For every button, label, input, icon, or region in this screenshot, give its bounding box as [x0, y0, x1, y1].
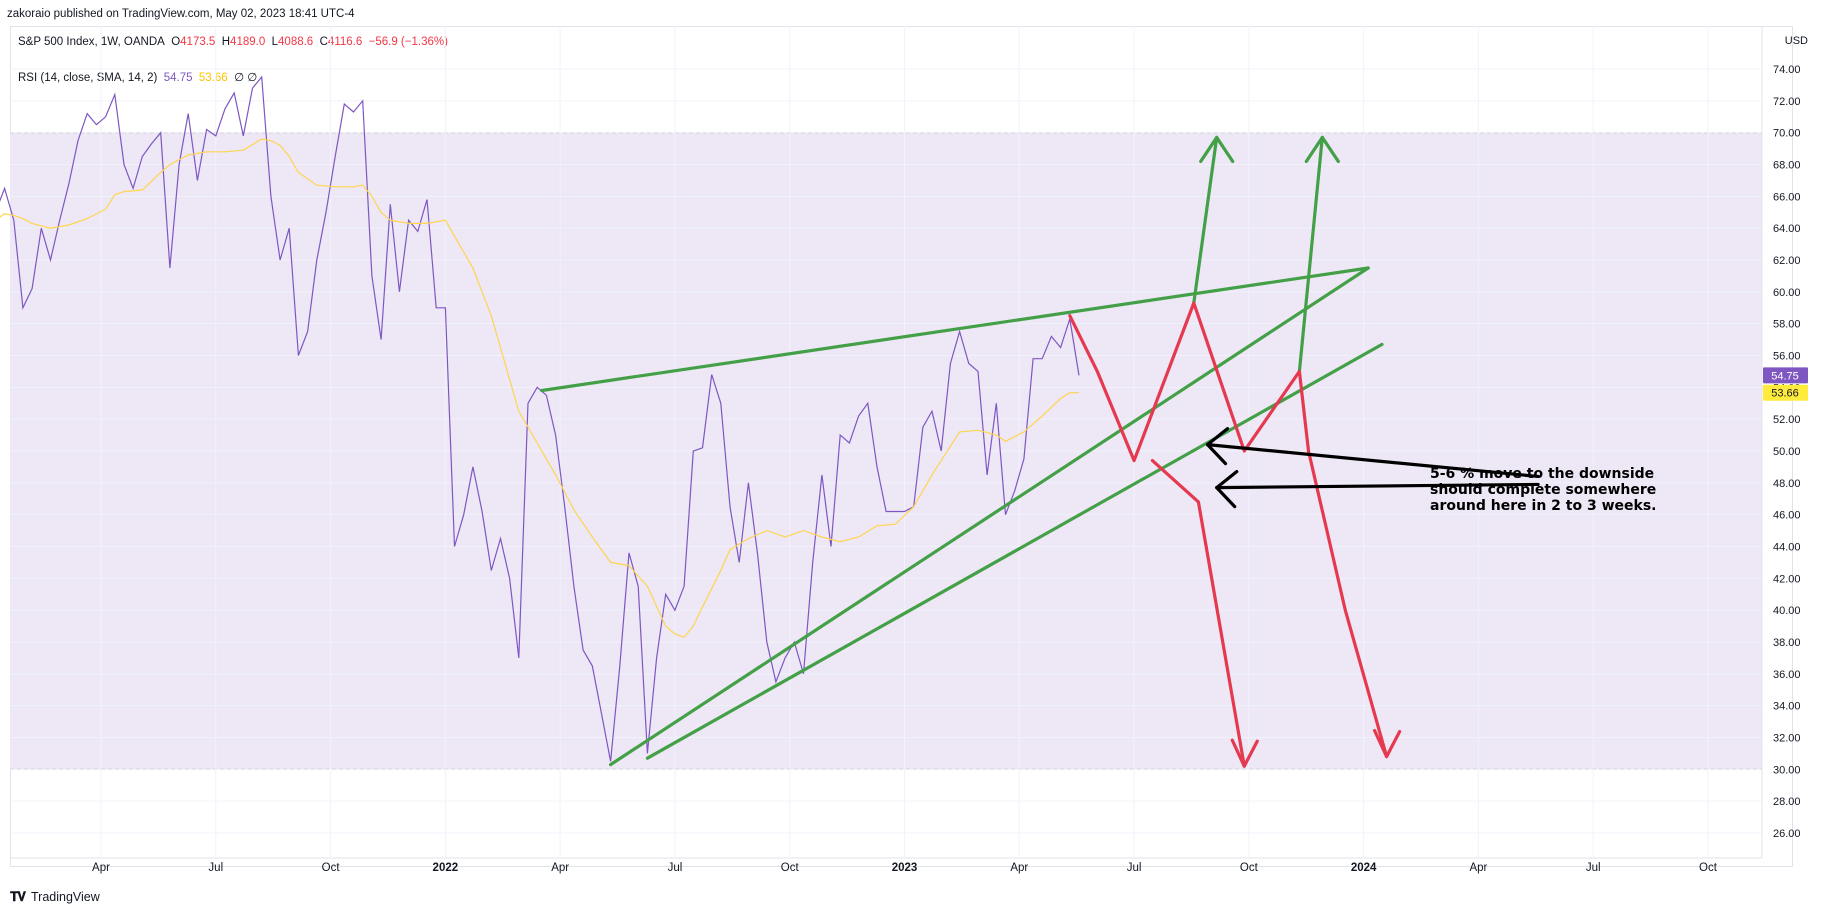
y-tick-label: 60.00 — [1773, 287, 1801, 299]
y-tick-label: 42.00 — [1773, 573, 1801, 585]
green-trendline — [609, 266, 1370, 767]
high-value: 4189.0 — [230, 36, 266, 48]
change-value: −56.9 (−1.36%) — [368, 36, 448, 48]
x-tick-label: Jul — [208, 862, 223, 874]
y-tick-label: 70.00 — [1773, 128, 1801, 140]
rsi-line — [0, 75, 1080, 762]
footer: 𝐓𝐕 TradingView — [10, 889, 100, 905]
green-trendline — [1192, 135, 1219, 305]
y-tick-label: 72.00 — [1773, 96, 1801, 108]
green-trendline — [540, 266, 1370, 393]
y-tick-label: 28.00 — [1773, 796, 1801, 808]
y-tick-label: 36.00 — [1773, 669, 1801, 681]
black-arrow — [1215, 482, 1540, 490]
annotation-line: 5-6 % move to the downside — [1430, 466, 1654, 482]
y-tick-label: 48.00 — [1773, 478, 1801, 490]
y-tick-label: 32.00 — [1773, 733, 1801, 745]
rsi-value-badge-bg — [1763, 367, 1808, 384]
close-value: 4116.6 — [327, 36, 363, 48]
x-tick-label: Jul — [668, 862, 683, 874]
x-tick-label: Oct — [322, 862, 341, 874]
close-label: C — [319, 36, 328, 48]
publisher-line: zakoraio published on TradingView.com, M… — [7, 8, 355, 20]
rsi-legend-value: 54.75 — [163, 72, 193, 84]
y-tick-label: 50.00 — [1773, 446, 1801, 458]
rsi-name[interactable]: RSI (14, close, SMA, 14, 2) — [18, 72, 158, 84]
y-tick-label: 44.00 — [1773, 542, 1801, 554]
x-tick-label: Apr — [551, 862, 569, 874]
y-tick-label: 62.00 — [1773, 255, 1801, 267]
symbol-label[interactable]: S&P 500 Index, 1W, OANDA — [18, 36, 165, 48]
red-trendline — [1068, 301, 1311, 463]
rsi-value-badge-text: 54.75 — [1771, 370, 1799, 382]
green-trendline — [1297, 135, 1324, 373]
y-tick-label: 46.00 — [1773, 510, 1801, 522]
open-label: O — [171, 36, 181, 48]
black-arrowhead — [1205, 427, 1230, 466]
x-tick-label: Oct — [1699, 862, 1718, 874]
annotation-line: around here in 2 to 3 weeks. — [1430, 498, 1656, 514]
rsi-legend-extra: ∅ ∅ — [234, 72, 258, 84]
x-tick-label: Apr — [1010, 862, 1028, 874]
x-tick-label: Jul — [1127, 862, 1142, 874]
price-legend: S&P 500 Index, 1W, OANDA O4173.5 H4189.0… — [18, 36, 448, 48]
red-trendline — [1306, 449, 1389, 759]
rsi-ma-line — [0, 138, 1079, 638]
y-tick-label: 66.00 — [1773, 191, 1801, 203]
x-tick-label: 2022 — [433, 862, 459, 874]
footer-brand[interactable]: TradingView — [31, 890, 100, 904]
y-tick-label: 58.00 — [1773, 319, 1801, 331]
open-value: 4173.5 — [180, 36, 216, 48]
sma-value-badge-bg — [1763, 384, 1808, 401]
green-arrowhead — [1304, 135, 1340, 164]
y-tick-label: 30.00 — [1773, 764, 1801, 776]
red-trendline — [1150, 459, 1246, 768]
y-tick-label: 38.00 — [1773, 637, 1801, 649]
x-tick-label: Apr — [1469, 862, 1487, 874]
y-tick-label: 64.00 — [1773, 223, 1801, 235]
y-tick-label: 56.00 — [1773, 351, 1801, 363]
y-tick-label: 34.00 — [1773, 701, 1801, 713]
sma-value-badge-text: 53.66 — [1771, 388, 1799, 400]
sma-legend-value: 53.66 — [198, 72, 228, 84]
y-tick-label: 52.00 — [1773, 414, 1801, 426]
green-trendline — [645, 342, 1384, 760]
red-arrowhead — [1373, 729, 1402, 759]
x-tick-label: Jul — [1586, 862, 1601, 874]
rsi-legend: RSI (14, close, SMA, 14, 2) 54.75 53.66 … — [18, 70, 257, 84]
green-arrowhead — [1199, 135, 1235, 164]
black-arrow — [1205, 443, 1540, 479]
x-tick-label: 2023 — [892, 862, 918, 874]
annotation-line: should complete somewhere — [1430, 482, 1656, 498]
x-tick-label: Apr — [92, 862, 110, 874]
x-tick-label: Oct — [781, 862, 800, 874]
low-value: 4088.6 — [278, 36, 314, 48]
currency-label[interactable]: USD — [1784, 35, 1808, 47]
tradingview-logo-icon[interactable]: 𝐓𝐕 — [10, 889, 26, 904]
x-tick-label: 2024 — [1351, 862, 1377, 874]
black-arrowhead — [1215, 470, 1239, 509]
red-arrowhead — [1230, 738, 1259, 768]
y-tick-label: 26.00 — [1773, 828, 1801, 840]
low-label: L — [271, 36, 279, 48]
y-tick-label: 40.00 — [1773, 605, 1801, 617]
y-tick-label: 74.00 — [1773, 64, 1801, 76]
x-tick-label: Oct — [1240, 862, 1259, 874]
high-label: H — [221, 36, 231, 48]
y-tick-label: 68.00 — [1773, 160, 1801, 172]
